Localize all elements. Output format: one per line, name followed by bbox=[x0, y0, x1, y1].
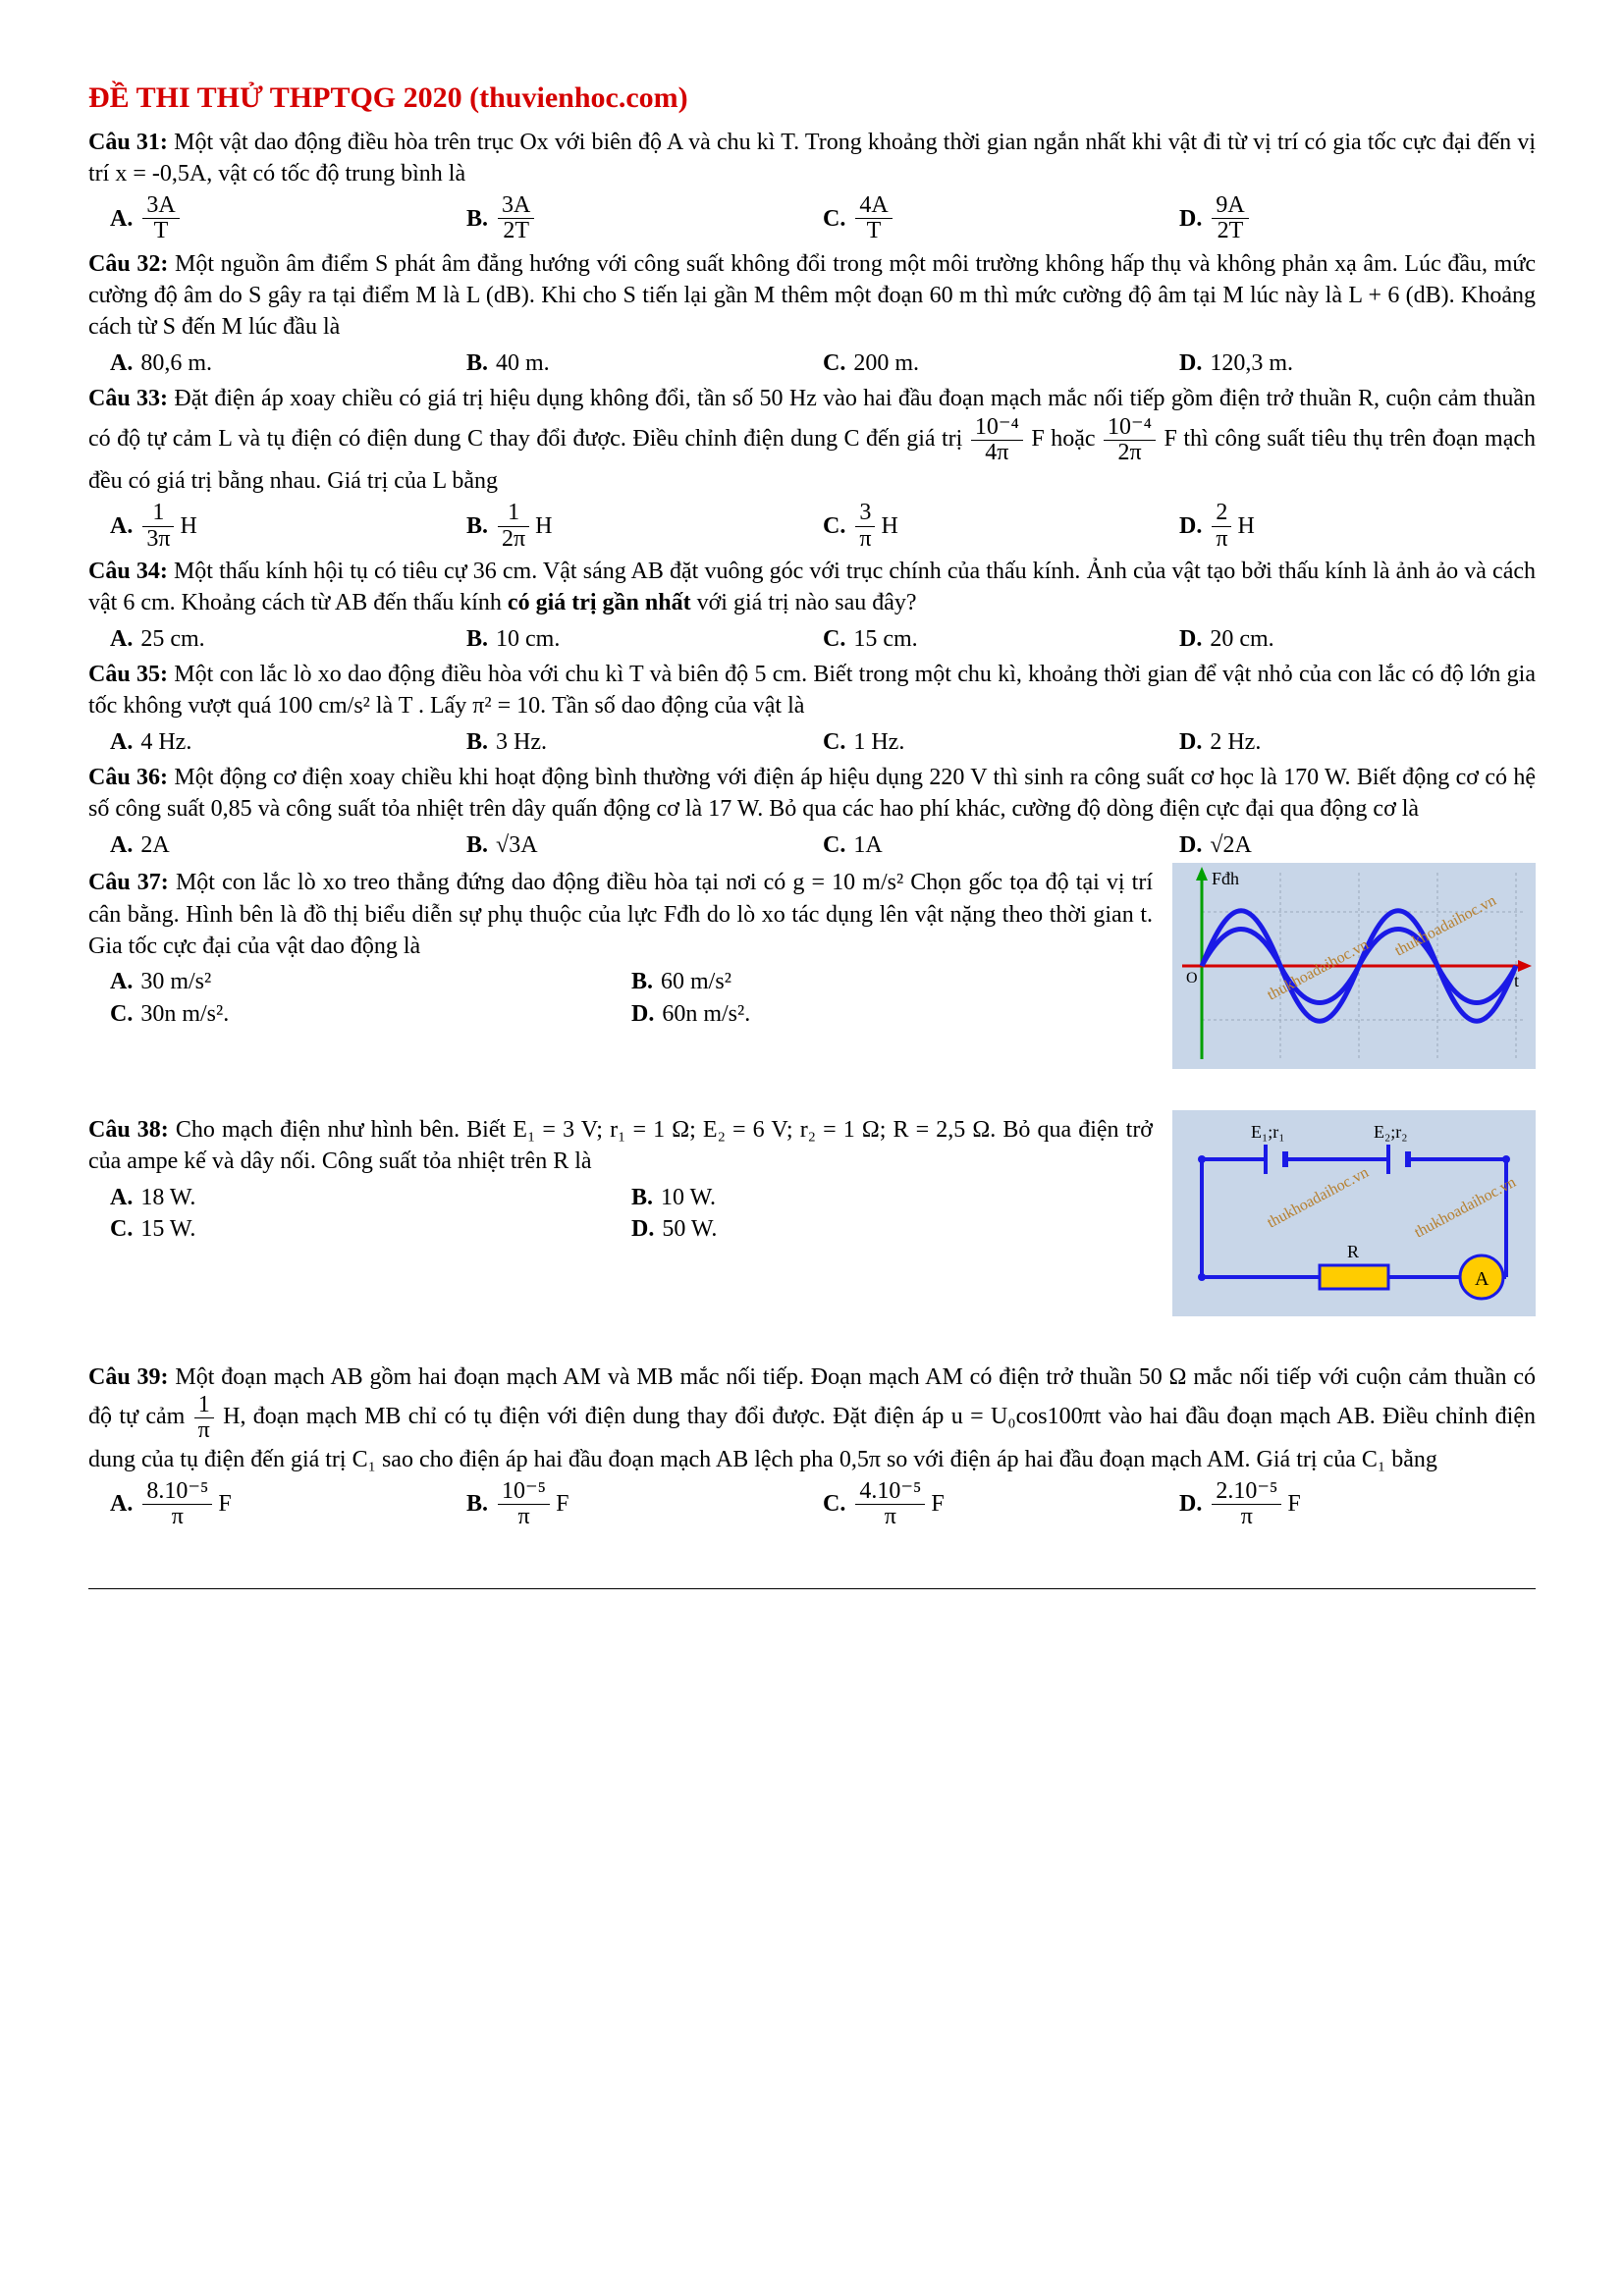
q36-opt-a: A.2A bbox=[110, 829, 466, 861]
question-34: Câu 34: Một thấu kính hội tụ có tiêu cự … bbox=[88, 556, 1536, 619]
question-38-row: Câu 38: Cho mạch điện như hình bên. Biết… bbox=[88, 1110, 1536, 1325]
q32-opt-b: B.40 m. bbox=[466, 347, 823, 379]
q35-opt-d: D.2 Hz. bbox=[1179, 726, 1536, 758]
q31-text: Một vật dao động điều hòa trên trục Ox v… bbox=[88, 130, 1536, 187]
q38-opt-c: C.15 W. bbox=[110, 1213, 631, 1245]
q36-opt-c: C.1A bbox=[823, 829, 1179, 861]
q32-opt-c: C.200 m. bbox=[823, 347, 1179, 379]
q32-opt-a: A.80,6 m. bbox=[110, 347, 466, 379]
q32-text: Một nguồn âm điểm S phát âm đẳng hướng v… bbox=[88, 251, 1536, 341]
page-title: ĐỀ THI THỬ THPTQG 2020 (thuvienhoc.com) bbox=[88, 79, 1536, 119]
q38-opt-a: A.18 W. bbox=[110, 1182, 631, 1213]
question-36: Câu 36: Một động cơ điện xoay chiều khi … bbox=[88, 762, 1536, 826]
question-32: Câu 32: Một nguồn âm điểm S phát âm đẳng… bbox=[88, 248, 1536, 344]
q35-text: Một con lắc lò xo dao động điều hòa với … bbox=[88, 662, 1536, 719]
q35-label: Câu 35: bbox=[88, 662, 168, 687]
q35-opt-c: C.1 Hz. bbox=[823, 726, 1179, 758]
q39-opt-d: D. 2.10⁻⁵πF bbox=[1179, 1479, 1536, 1529]
q34-opt-b: B.10 cm. bbox=[466, 623, 823, 655]
q31-opt-c: C. 4AT bbox=[823, 193, 1179, 243]
q31-label: Câu 31: bbox=[88, 130, 168, 155]
q37-options: A.30 m/s² B.60 m/s² C.30n m/s². D.60n m/… bbox=[110, 966, 1153, 1030]
q39-opt-c: C. 4.10⁻⁵πF bbox=[823, 1479, 1179, 1529]
q39-opt-a: A. 8.10⁻⁵πF bbox=[110, 1479, 466, 1529]
q31-opt-a: A. 3AT bbox=[110, 193, 466, 243]
svg-text:t: t bbox=[1514, 971, 1519, 990]
q37-opt-d: D.60n m/s². bbox=[631, 998, 1153, 1030]
q31-options: A. 3AT B. 3A2T C. 4AT D. 9A2T bbox=[110, 193, 1536, 243]
question-33: Câu 33: Đặt điện áp xoay chiều có giá tr… bbox=[88, 383, 1536, 497]
q39-text-b: H, đoạn mạch MB chỉ có tụ điện với điện … bbox=[88, 1404, 1536, 1471]
q33-opt-b: B. 12πH bbox=[466, 501, 823, 551]
q31-opt-d: D. 9A2T bbox=[1179, 193, 1536, 243]
q36-label: Câu 36: bbox=[88, 765, 168, 790]
svg-text:A: A bbox=[1475, 1268, 1489, 1290]
q34-options: A.25 cm. B.10 cm. C.15 cm. D.20 cm. bbox=[110, 623, 1536, 655]
q35-opt-b: B.3 Hz. bbox=[466, 726, 823, 758]
q37-figure: Fđh t O thukhoadaihoc.vn thukhoadaihoc.v… bbox=[1172, 863, 1536, 1078]
svg-text:R: R bbox=[1347, 1242, 1359, 1261]
q36-text: Một động cơ điện xoay chiều khi hoạt độn… bbox=[88, 765, 1536, 822]
q34-opt-c: C.15 cm. bbox=[823, 623, 1179, 655]
q37-opt-c: C.30n m/s². bbox=[110, 998, 631, 1030]
q39-label: Câu 39: bbox=[88, 1364, 169, 1390]
q38-label: Câu 38: bbox=[88, 1117, 169, 1143]
q34-opt-d: D.20 cm. bbox=[1179, 623, 1536, 655]
question-37: Câu 37: Một con lắc lò xo treo thẳng đứn… bbox=[88, 867, 1153, 962]
q31-opt-b: B. 3A2T bbox=[466, 193, 823, 243]
svg-text:E₂;r₂: E₂;r₂ bbox=[1374, 1122, 1408, 1142]
q36-opt-d: D.√2A bbox=[1179, 829, 1536, 861]
svg-text:E₁;r₁: E₁;r₁ bbox=[1251, 1122, 1285, 1142]
q38-opt-b: B.10 W. bbox=[631, 1182, 1153, 1213]
question-35: Câu 35: Một con lắc lò xo dao động điều … bbox=[88, 659, 1536, 722]
q33-opt-c: C. 3πH bbox=[823, 501, 1179, 551]
question-37-row: Câu 37: Một con lắc lò xo treo thẳng đứn… bbox=[88, 863, 1536, 1078]
q35-opt-a: A.4 Hz. bbox=[110, 726, 466, 758]
q32-label: Câu 32: bbox=[88, 251, 168, 277]
q39-opt-b: B. 10⁻⁵πF bbox=[466, 1479, 823, 1529]
q34-bold: có giá trị gần nhất bbox=[508, 590, 691, 615]
q34-label: Câu 34: bbox=[88, 559, 168, 584]
q38-text: Cho mạch điện như hình bên. Biết E₁ = 3 … bbox=[88, 1117, 1153, 1174]
question-31: Câu 31: Một vật dao động điều hòa trên t… bbox=[88, 127, 1536, 190]
svg-text:O: O bbox=[1186, 970, 1198, 987]
q37-opt-a: A.30 m/s² bbox=[110, 966, 631, 997]
q33-opt-a: A. 13πH bbox=[110, 501, 466, 551]
q35-options: A.4 Hz. B.3 Hz. C.1 Hz. D.2 Hz. bbox=[110, 726, 1536, 758]
question-39: Câu 39: Một đoạn mạch AB gồm hai đoạn mạ… bbox=[88, 1362, 1536, 1475]
svg-text:Fđh: Fđh bbox=[1212, 869, 1239, 888]
q33-options: A. 13πH B. 12πH C. 3πH D. 2πH bbox=[110, 501, 1536, 551]
q38-figure: A E₁;r₁ E₂;r₂ R thukhoadaihoc.vn thukhoa… bbox=[1172, 1110, 1536, 1325]
q36-options: A.2A B.√3A C.1A D.√2A bbox=[110, 829, 1536, 861]
q33-label: Câu 33: bbox=[88, 386, 168, 411]
q33-opt-d: D. 2πH bbox=[1179, 501, 1536, 551]
q39-options: A. 8.10⁻⁵πF B. 10⁻⁵πF C. 4.10⁻⁵πF D. 2.1… bbox=[110, 1479, 1536, 1529]
footer-rule bbox=[88, 1588, 1536, 1589]
q37-text: Một con lắc lò xo treo thẳng đứng dao độ… bbox=[88, 870, 1153, 959]
q37-label: Câu 37: bbox=[88, 870, 169, 895]
q32-opt-d: D.120,3 m. bbox=[1179, 347, 1536, 379]
q38-options: A.18 W. B.10 W. C.15 W. D.50 W. bbox=[110, 1182, 1153, 1246]
q37-opt-b: B.60 m/s² bbox=[631, 966, 1153, 997]
q36-opt-b: B.√3A bbox=[466, 829, 823, 861]
q38-opt-d: D.50 W. bbox=[631, 1213, 1153, 1245]
question-38: Câu 38: Cho mạch điện như hình bên. Biết… bbox=[88, 1114, 1153, 1178]
q32-options: A.80,6 m. B.40 m. C.200 m. D.120,3 m. bbox=[110, 347, 1536, 379]
q34-opt-a: A.25 cm. bbox=[110, 623, 466, 655]
